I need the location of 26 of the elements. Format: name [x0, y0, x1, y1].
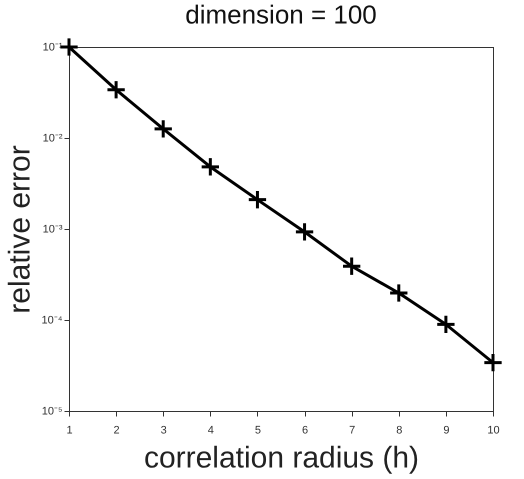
- point: [436, 314, 456, 335]
- point: [294, 222, 315, 242]
- x-tick-label: 4: [208, 424, 214, 436]
- point: [247, 190, 268, 210]
- x-tick-label: 10: [487, 424, 500, 436]
- x-tick-label: 3: [160, 424, 167, 436]
- y-tick-label: 10⁻³: [42, 224, 63, 236]
- x-tick-label: 7: [349, 424, 356, 436]
- x-tick-label: 1: [66, 424, 73, 436]
- point: [342, 256, 362, 276]
- x-axis-title: correlation radius (h): [144, 442, 420, 474]
- point: [388, 282, 409, 304]
- x-tick-label: 9: [443, 424, 450, 436]
- point: [482, 352, 504, 373]
- x-tick-label: 8: [396, 424, 402, 436]
- y-tick-label: 10⁻²: [42, 132, 63, 144]
- point: [106, 80, 126, 100]
- point: [200, 156, 220, 178]
- x-tick-label: 5: [254, 424, 262, 436]
- y-axis-title: relative error: [4, 145, 37, 314]
- x-tick-label: 6: [302, 424, 308, 436]
- point: [153, 118, 174, 140]
- y-tick-label: 10⁻⁵: [42, 406, 62, 418]
- x-tick-label: 2: [114, 424, 120, 436]
- y-tick-label: 10⁻⁴: [42, 314, 63, 326]
- chart-title: dimension = 100: [185, 0, 377, 30]
